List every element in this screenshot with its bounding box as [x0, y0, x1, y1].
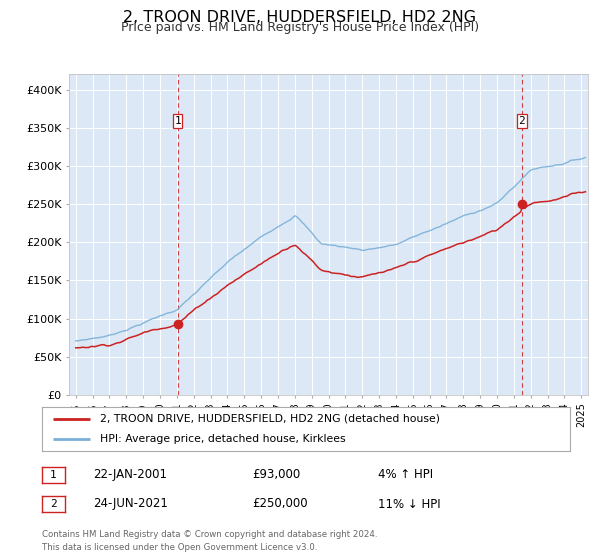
Text: 2, TROON DRIVE, HUDDERSFIELD, HD2 2NG (detached house): 2, TROON DRIVE, HUDDERSFIELD, HD2 2NG (d… [100, 414, 440, 424]
Text: 2: 2 [518, 116, 526, 126]
Text: £93,000: £93,000 [252, 468, 300, 482]
Text: HPI: Average price, detached house, Kirklees: HPI: Average price, detached house, Kirk… [100, 434, 346, 444]
Text: 1: 1 [50, 470, 57, 480]
Text: Contains HM Land Registry data © Crown copyright and database right 2024.
This d: Contains HM Land Registry data © Crown c… [42, 530, 377, 552]
Text: 22-JAN-2001: 22-JAN-2001 [93, 468, 167, 482]
Text: 11% ↓ HPI: 11% ↓ HPI [378, 497, 440, 511]
Text: 4% ↑ HPI: 4% ↑ HPI [378, 468, 433, 482]
FancyBboxPatch shape [517, 114, 527, 128]
Text: £250,000: £250,000 [252, 497, 308, 511]
Text: 2, TROON DRIVE, HUDDERSFIELD, HD2 2NG: 2, TROON DRIVE, HUDDERSFIELD, HD2 2NG [124, 10, 476, 25]
Text: 1: 1 [175, 116, 181, 126]
FancyBboxPatch shape [173, 114, 182, 128]
Text: 2: 2 [50, 499, 57, 509]
Text: Price paid vs. HM Land Registry's House Price Index (HPI): Price paid vs. HM Land Registry's House … [121, 21, 479, 34]
Text: 24-JUN-2021: 24-JUN-2021 [93, 497, 168, 511]
